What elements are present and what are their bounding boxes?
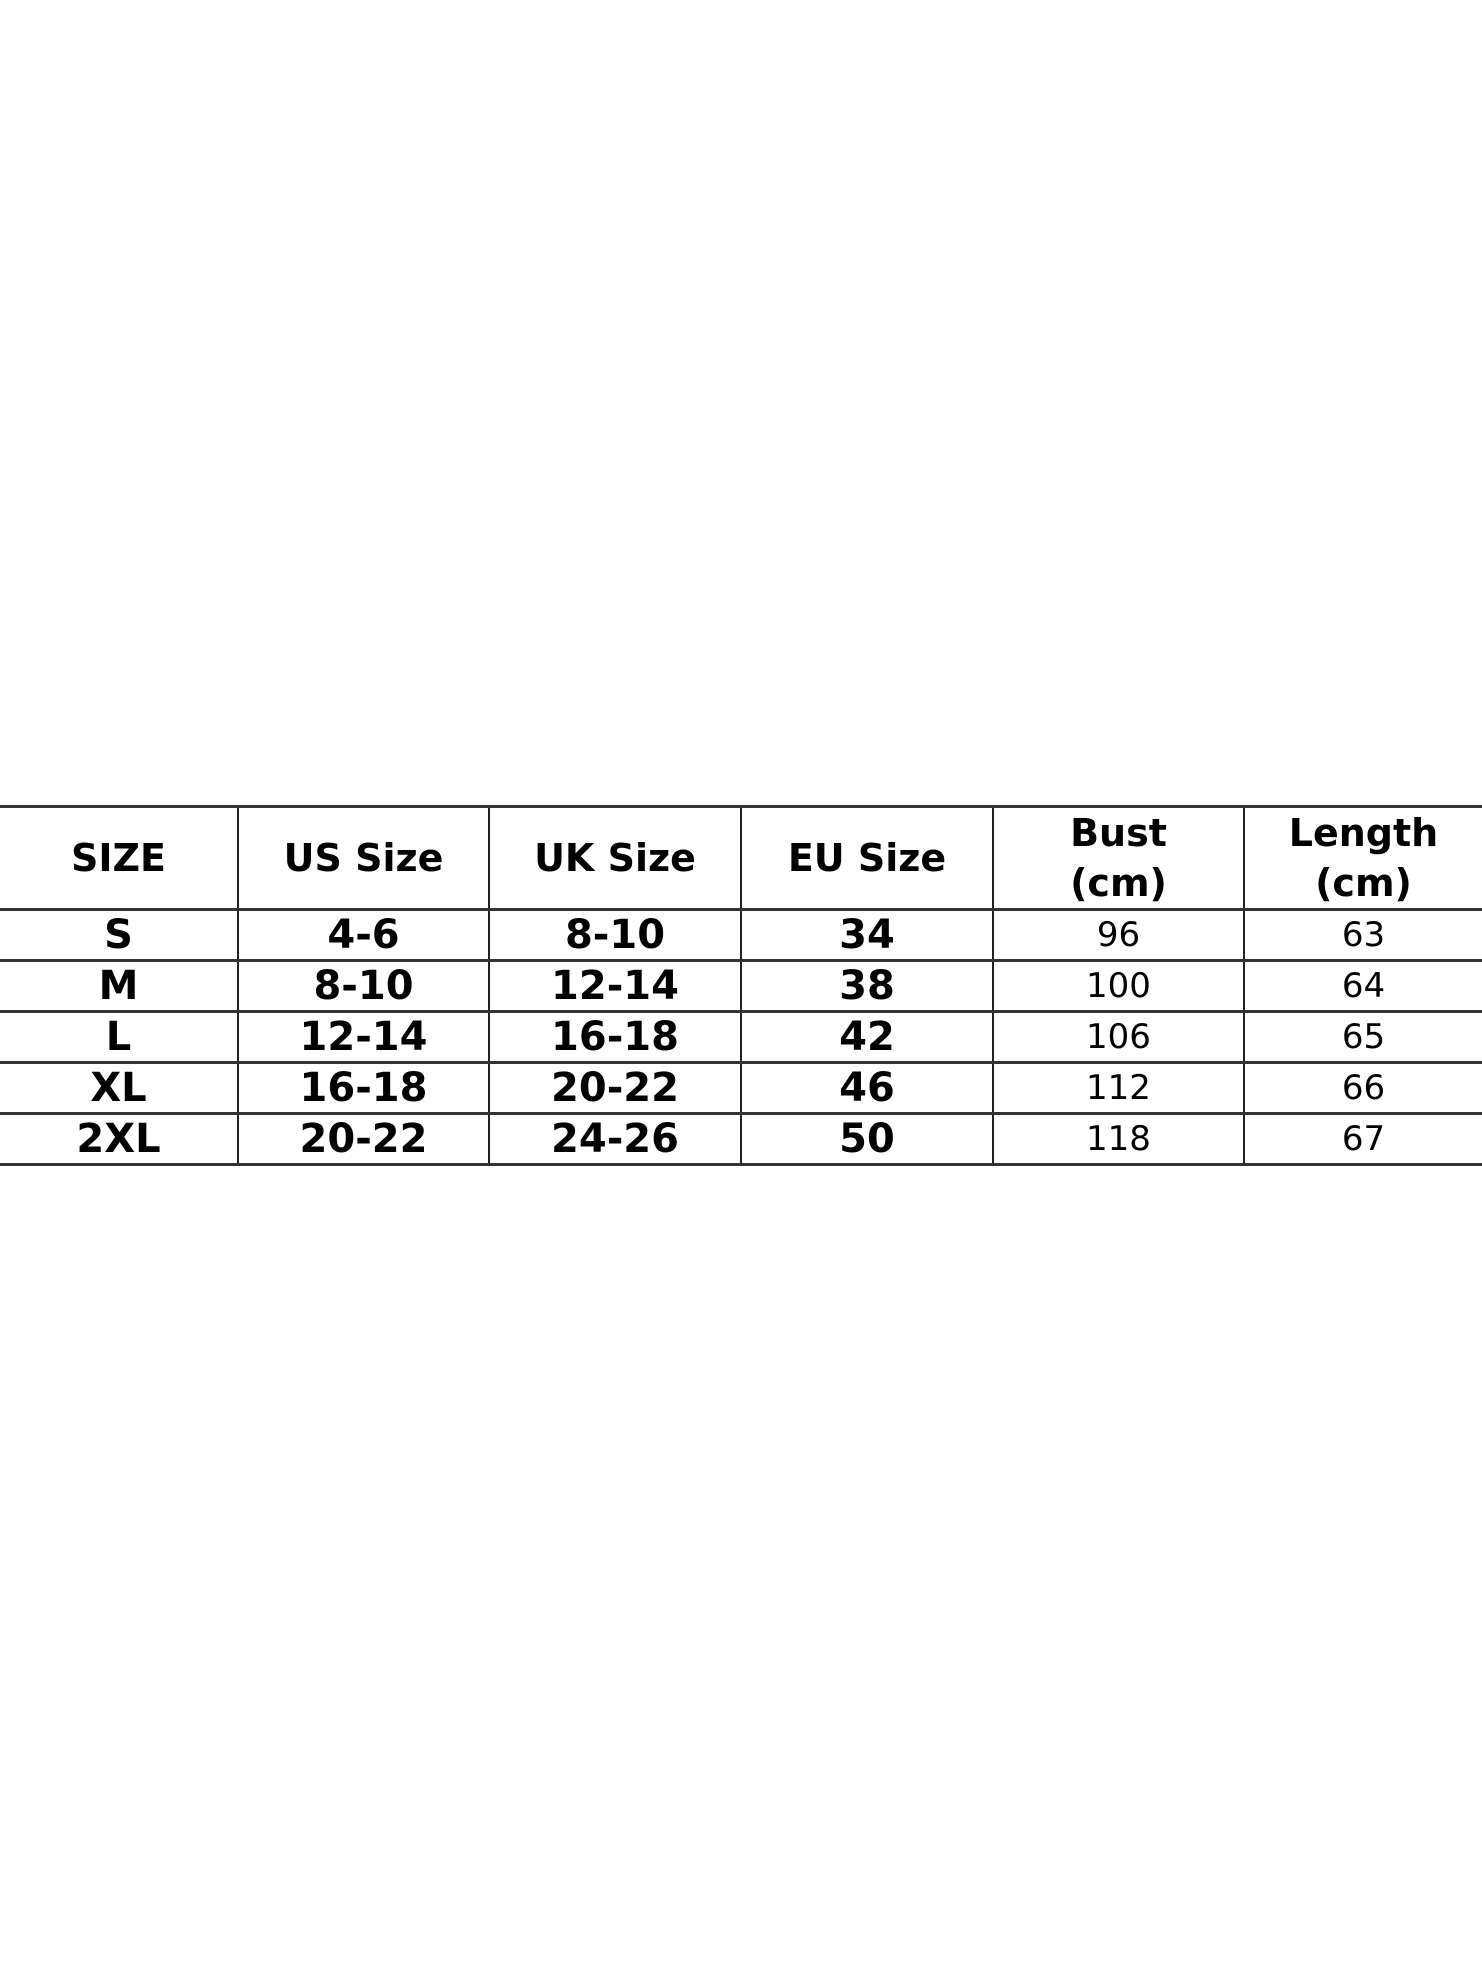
header-bust-line2: (cm): [1070, 861, 1167, 905]
cell-uk-size: 24-26: [488, 1112, 741, 1166]
header-length-line2: (cm): [1315, 861, 1412, 905]
table-row: L 12-14 16-18 42 106 65: [0, 1010, 1482, 1064]
cell-uk-size: 8-10: [488, 908, 741, 962]
cell-eu-size: 50: [740, 1112, 993, 1166]
table-row: M 8-10 12-14 38 100 64: [0, 959, 1482, 1013]
cell-bust: 106: [992, 1010, 1244, 1064]
cell-us-size: 12-14: [237, 1010, 489, 1064]
size-chart-table: SIZE US Size UK Size EU Size Bust (cm) L…: [0, 805, 1482, 1166]
header-us-size: US Size: [237, 805, 489, 911]
cell-eu-size: 46: [740, 1061, 993, 1115]
cell-size: XL: [0, 1061, 238, 1115]
cell-us-size: 16-18: [237, 1061, 489, 1115]
header-size: SIZE: [0, 805, 238, 911]
header-eu-size: EU Size: [740, 805, 993, 911]
cell-length: 63: [1243, 908, 1482, 962]
cell-bust: 112: [992, 1061, 1244, 1115]
cell-length: 64: [1243, 959, 1482, 1013]
cell-us-size: 4-6: [237, 908, 489, 962]
cell-eu-size: 38: [740, 959, 993, 1013]
cell-uk-size: 16-18: [488, 1010, 741, 1064]
cell-size: S: [0, 908, 238, 962]
header-bust: Bust (cm): [992, 805, 1244, 911]
cell-uk-size: 12-14: [488, 959, 741, 1013]
cell-length: 66: [1243, 1061, 1482, 1115]
cell-uk-size: 20-22: [488, 1061, 741, 1115]
header-row: SIZE US Size UK Size EU Size Bust (cm) L…: [0, 805, 1482, 911]
cell-bust: 96: [992, 908, 1244, 962]
header-uk-size: UK Size: [488, 805, 741, 911]
cell-size: 2XL: [0, 1112, 238, 1166]
cell-size: L: [0, 1010, 238, 1064]
header-length: Length (cm): [1243, 805, 1482, 911]
header-bust-line1: Bust: [1070, 811, 1167, 855]
cell-length: 65: [1243, 1010, 1482, 1064]
cell-eu-size: 42: [740, 1010, 993, 1064]
cell-bust: 118: [992, 1112, 1244, 1166]
cell-us-size: 20-22: [237, 1112, 489, 1166]
table-row: S 4-6 8-10 34 96 63: [0, 908, 1482, 962]
table-row: 2XL 20-22 24-26 50 118 67: [0, 1112, 1482, 1166]
table-row: XL 16-18 20-22 46 112 66: [0, 1061, 1482, 1115]
header-length-line1: Length: [1288, 811, 1439, 855]
cell-size: M: [0, 959, 238, 1013]
cell-us-size: 8-10: [237, 959, 489, 1013]
cell-bust: 100: [992, 959, 1244, 1013]
cell-eu-size: 34: [740, 908, 993, 962]
cell-length: 67: [1243, 1112, 1482, 1166]
